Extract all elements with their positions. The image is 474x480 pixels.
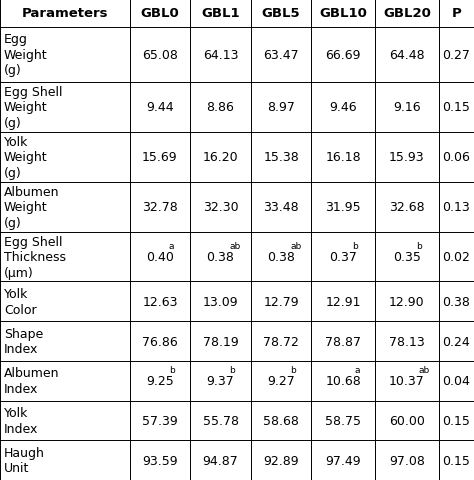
Text: 65.08: 65.08 bbox=[142, 49, 178, 62]
Text: 93.59: 93.59 bbox=[142, 454, 178, 467]
Text: 92.89: 92.89 bbox=[263, 454, 299, 467]
Text: GBL20: GBL20 bbox=[383, 7, 431, 21]
Text: 15.93: 15.93 bbox=[389, 151, 425, 164]
Text: Parameters: Parameters bbox=[22, 7, 108, 21]
Text: ab: ab bbox=[290, 242, 301, 251]
Text: 16.20: 16.20 bbox=[203, 151, 238, 164]
Text: Egg
Weight
(g): Egg Weight (g) bbox=[4, 33, 47, 77]
Text: 9.27: 9.27 bbox=[267, 374, 295, 387]
Text: 0.15: 0.15 bbox=[443, 414, 470, 427]
Text: 0.37: 0.37 bbox=[329, 251, 357, 264]
Text: ab: ab bbox=[418, 366, 429, 375]
Text: GBL0: GBL0 bbox=[141, 7, 179, 21]
Text: 78.87: 78.87 bbox=[325, 335, 361, 348]
Text: 94.87: 94.87 bbox=[203, 454, 238, 467]
Text: 78.13: 78.13 bbox=[389, 335, 425, 348]
Text: b: b bbox=[169, 366, 175, 375]
Text: 58.75: 58.75 bbox=[325, 414, 361, 427]
Text: 0.15: 0.15 bbox=[443, 101, 470, 114]
Text: 10.37: 10.37 bbox=[389, 374, 425, 387]
Text: 12.90: 12.90 bbox=[389, 295, 425, 308]
Text: 0.38: 0.38 bbox=[207, 251, 235, 264]
Text: 78.72: 78.72 bbox=[263, 335, 299, 348]
Text: 0.38: 0.38 bbox=[267, 251, 295, 264]
Text: 0.38: 0.38 bbox=[443, 295, 470, 308]
Text: 32.30: 32.30 bbox=[203, 201, 238, 214]
Text: Shape
Index: Shape Index bbox=[4, 327, 43, 356]
Text: 15.38: 15.38 bbox=[263, 151, 299, 164]
Text: 78.19: 78.19 bbox=[203, 335, 238, 348]
Text: Haugh
Unit: Haugh Unit bbox=[4, 446, 45, 474]
Text: 33.48: 33.48 bbox=[263, 201, 299, 214]
Text: b: b bbox=[416, 242, 422, 251]
Text: 32.68: 32.68 bbox=[389, 201, 425, 214]
Text: 97.49: 97.49 bbox=[325, 454, 361, 467]
Text: 0.35: 0.35 bbox=[393, 251, 421, 264]
Text: 63.47: 63.47 bbox=[263, 49, 299, 62]
Text: GBL5: GBL5 bbox=[262, 7, 301, 21]
Text: 64.48: 64.48 bbox=[389, 49, 425, 62]
Text: Yolk
Color: Yolk Color bbox=[4, 288, 36, 316]
Text: 31.95: 31.95 bbox=[325, 201, 361, 214]
Text: 66.69: 66.69 bbox=[326, 49, 361, 62]
Text: Yolk
Weight
(g): Yolk Weight (g) bbox=[4, 135, 47, 180]
Text: 32.78: 32.78 bbox=[142, 201, 178, 214]
Text: 15.69: 15.69 bbox=[142, 151, 178, 164]
Text: 12.63: 12.63 bbox=[142, 295, 178, 308]
Text: 9.46: 9.46 bbox=[329, 101, 357, 114]
Text: 0.13: 0.13 bbox=[443, 201, 470, 214]
Text: 58.68: 58.68 bbox=[263, 414, 299, 427]
Text: 9.25: 9.25 bbox=[146, 374, 174, 387]
Text: 12.91: 12.91 bbox=[326, 295, 361, 308]
Text: 0.06: 0.06 bbox=[443, 151, 470, 164]
Text: Egg Shell
Thickness
(μm): Egg Shell Thickness (μm) bbox=[4, 235, 66, 279]
Text: 64.13: 64.13 bbox=[203, 49, 238, 62]
Text: 0.04: 0.04 bbox=[443, 374, 470, 387]
Text: 16.18: 16.18 bbox=[325, 151, 361, 164]
Text: 0.40: 0.40 bbox=[146, 251, 174, 264]
Text: 9.37: 9.37 bbox=[207, 374, 234, 387]
Text: a: a bbox=[355, 366, 360, 375]
Text: Albumen
Index: Albumen Index bbox=[4, 367, 59, 395]
Text: 0.15: 0.15 bbox=[443, 454, 470, 467]
Text: 55.78: 55.78 bbox=[202, 414, 238, 427]
Text: a: a bbox=[169, 242, 174, 251]
Text: GBL10: GBL10 bbox=[319, 7, 367, 21]
Text: Egg Shell
Weight
(g): Egg Shell Weight (g) bbox=[4, 85, 62, 130]
Text: GBL1: GBL1 bbox=[201, 7, 240, 21]
Text: Albumen
Weight
(g): Albumen Weight (g) bbox=[4, 185, 59, 229]
Text: 0.27: 0.27 bbox=[443, 49, 470, 62]
Text: 9.44: 9.44 bbox=[146, 101, 174, 114]
Text: ab: ab bbox=[229, 242, 241, 251]
Text: 12.79: 12.79 bbox=[263, 295, 299, 308]
Text: P: P bbox=[452, 7, 461, 21]
Text: 0.24: 0.24 bbox=[443, 335, 470, 348]
Text: 10.68: 10.68 bbox=[325, 374, 361, 387]
Text: b: b bbox=[352, 242, 358, 251]
Text: 76.86: 76.86 bbox=[142, 335, 178, 348]
Text: 9.16: 9.16 bbox=[393, 101, 421, 114]
Text: Yolk
Index: Yolk Index bbox=[4, 407, 38, 435]
Text: 57.39: 57.39 bbox=[142, 414, 178, 427]
Text: 97.08: 97.08 bbox=[389, 454, 425, 467]
Text: 8.86: 8.86 bbox=[207, 101, 235, 114]
Text: b: b bbox=[229, 366, 235, 375]
Text: b: b bbox=[290, 366, 296, 375]
Text: 13.09: 13.09 bbox=[203, 295, 238, 308]
Text: 60.00: 60.00 bbox=[389, 414, 425, 427]
Text: 8.97: 8.97 bbox=[267, 101, 295, 114]
Text: 0.02: 0.02 bbox=[443, 251, 470, 264]
